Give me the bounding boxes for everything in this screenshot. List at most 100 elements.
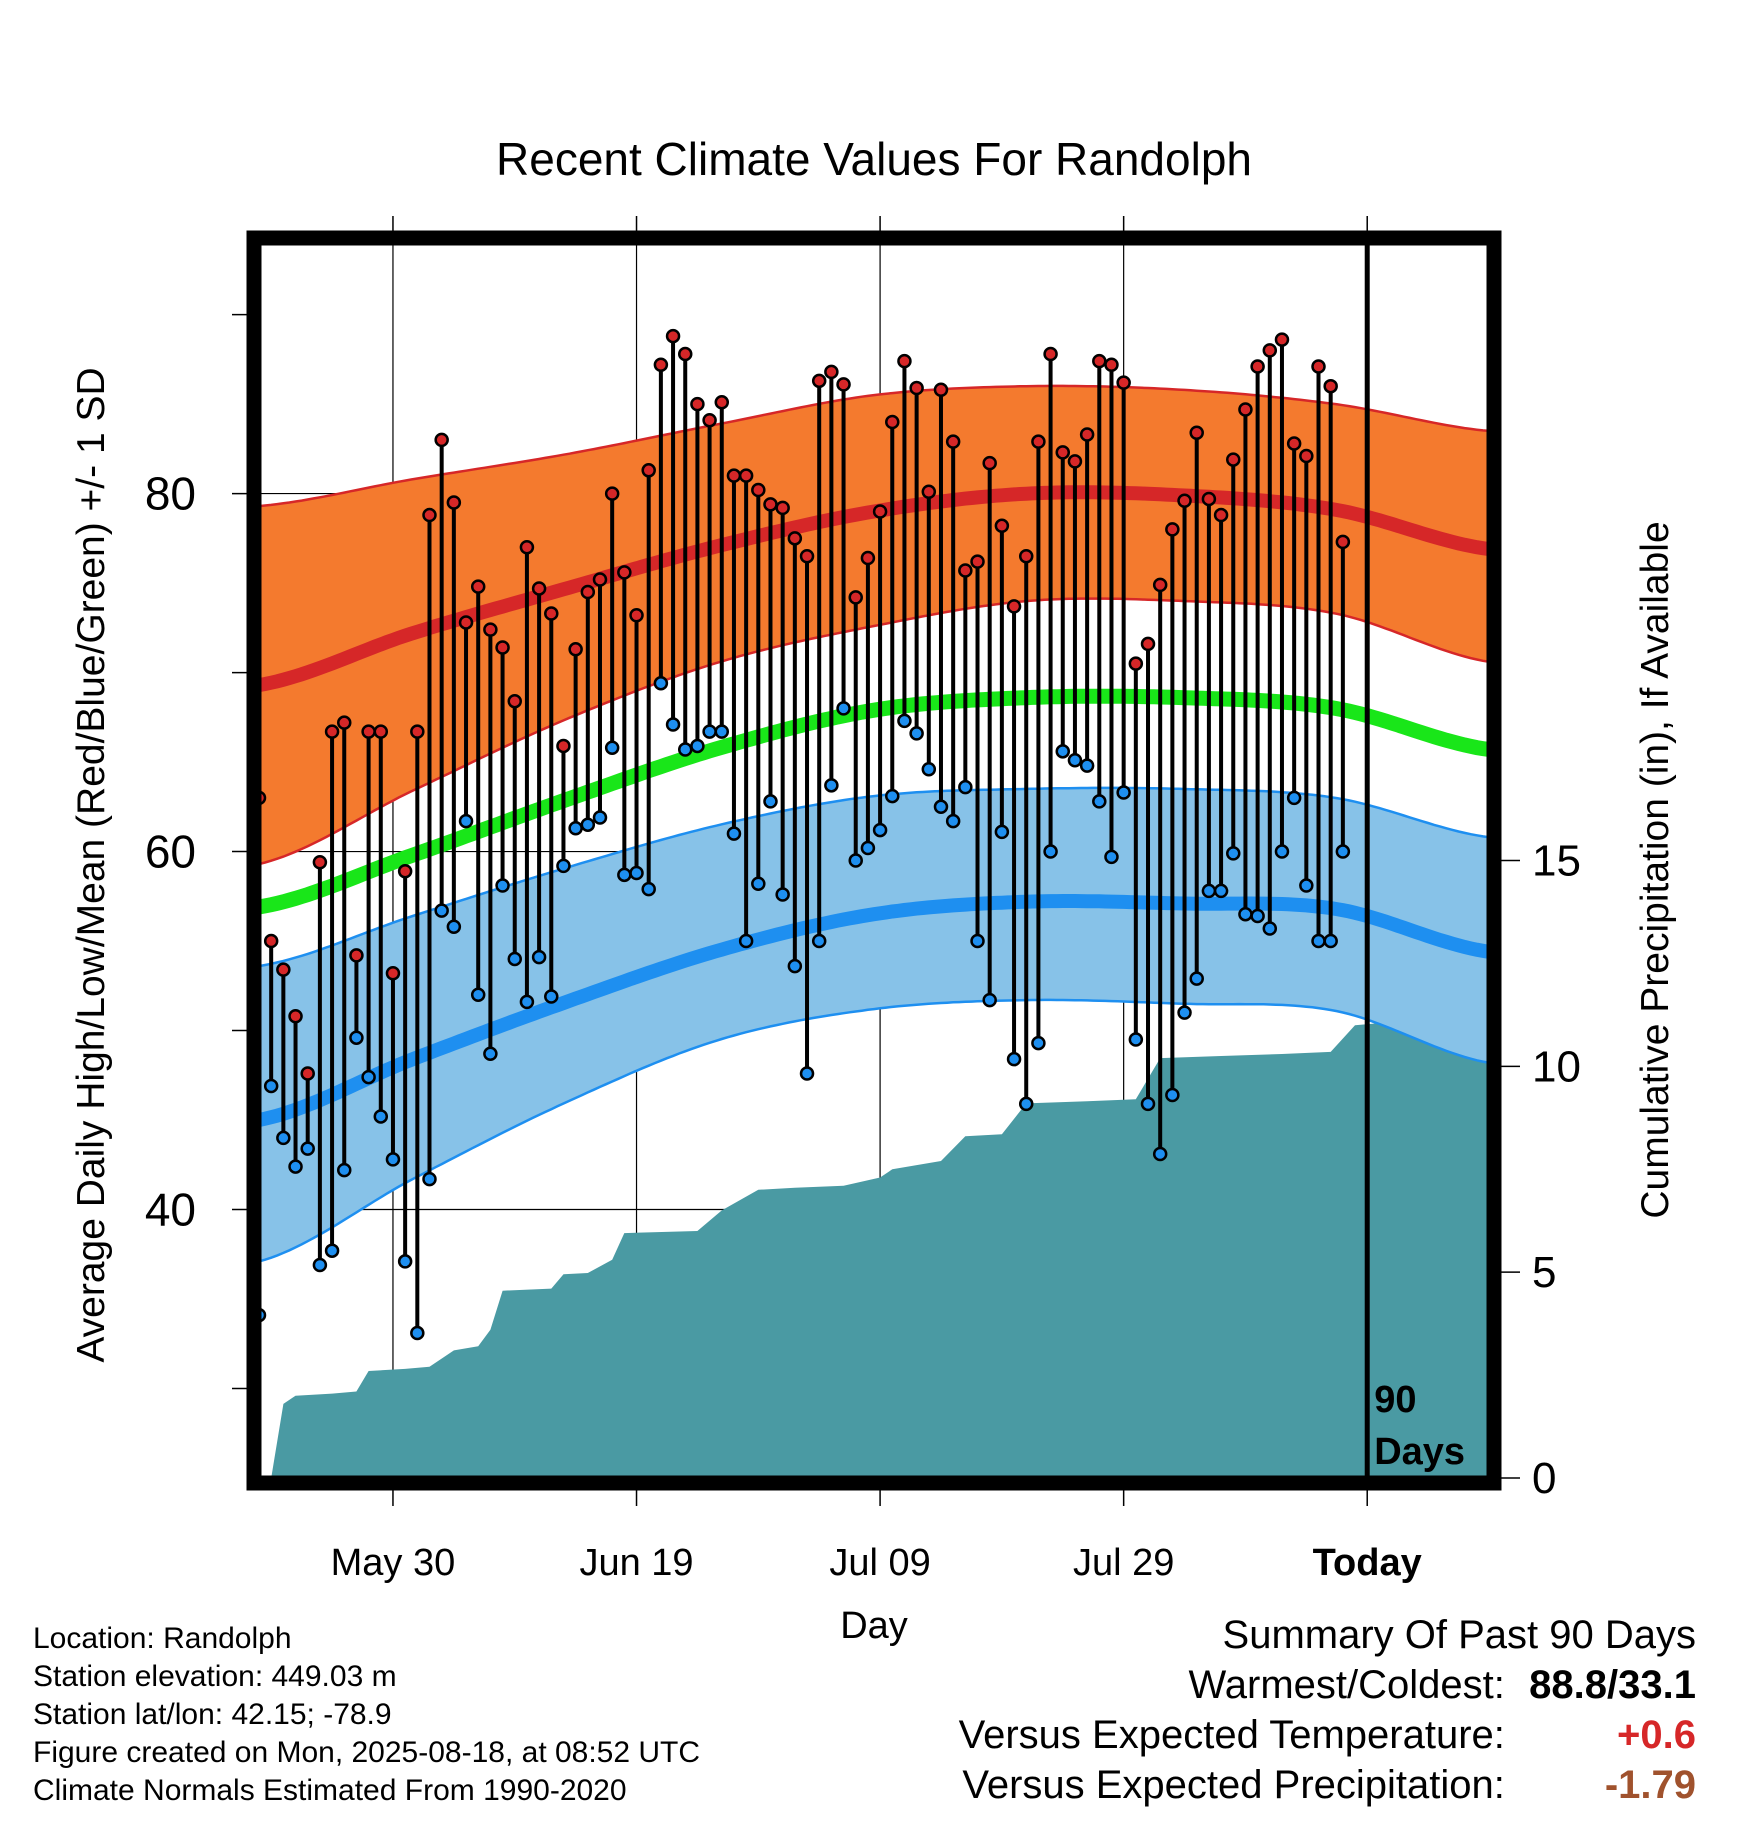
daily-high-point (641, 463, 656, 478)
daily-low-point (1165, 1087, 1180, 1103)
daily-low-point (848, 853, 863, 868)
plot-frame (246, 230, 1502, 1491)
daily-high-point (824, 364, 839, 380)
daily-low-point (958, 779, 973, 795)
daily-low-point (1213, 883, 1229, 899)
daily-low-point (1055, 744, 1071, 759)
daily-low-point (787, 958, 803, 974)
daily-low-point (653, 676, 669, 691)
daily-high-point (738, 468, 754, 483)
daily-low-point (1116, 785, 1131, 800)
daily-low-point (629, 865, 644, 881)
daily-low-point (933, 799, 949, 815)
daily-high-point (1213, 507, 1229, 523)
daily-high-point (665, 328, 681, 344)
daily-high-point (1165, 522, 1180, 537)
x-axis-label: Day (840, 1605, 908, 1647)
daily-high-point (458, 615, 474, 630)
daily-low-point (556, 858, 571, 874)
daily-high-point (1177, 493, 1192, 508)
daily-low-point (446, 919, 462, 934)
daily-high-point (276, 962, 291, 977)
daily-low-point (726, 826, 742, 841)
daily-high-point (677, 346, 693, 362)
daily-low-point (714, 724, 730, 739)
latlon-text: Station lat/lon: 42.15; -78.9 (33, 1698, 392, 1731)
daily-low-point (763, 794, 778, 809)
daily-high-point (836, 377, 851, 392)
precip-vs-expected-value: -1.79 (1604, 1763, 1696, 1807)
daily-low-point (1299, 878, 1314, 893)
daily-low-point (1128, 1032, 1144, 1047)
created-text: Figure created on Mon, 2025-08-18, at 08… (33, 1736, 701, 1769)
daily-low-point (544, 989, 559, 1004)
daily-low-point (361, 1069, 376, 1085)
daily-high-point (1140, 636, 1156, 652)
daily-high-point (970, 554, 985, 569)
daily-high-point (945, 434, 961, 449)
daily-low-point (422, 1171, 437, 1187)
daily-low-point (1018, 1096, 1034, 1112)
daily-low-point (604, 740, 620, 755)
summary-precip: Versus Expected Precipitation: -1.79 (959, 1760, 1696, 1810)
today-days-label: 90 (1374, 1379, 1416, 1421)
x-tick-label: Jul 09 (829, 1542, 930, 1584)
daily-low-point (397, 1254, 413, 1269)
daily-high-point (568, 642, 583, 657)
daily-low-point (1286, 790, 1302, 806)
daily-low-point (1031, 1035, 1046, 1051)
normal-low-line (259, 894, 1489, 1127)
y-right-tick-label: 10 (1532, 1042, 1581, 1091)
daily-high-point (1335, 534, 1351, 550)
daily-high-point (1238, 402, 1253, 417)
daily-low-point (860, 840, 876, 856)
daily-low-point (811, 933, 827, 949)
daily-high-point (361, 724, 376, 739)
daily-low-point (994, 824, 1010, 840)
daily-low-point (1274, 844, 1290, 859)
daily-low-point (495, 878, 510, 893)
daily-high-point (300, 1066, 315, 1081)
daily-high-point (787, 531, 803, 546)
daily-low-point (970, 933, 985, 949)
daily-high-point (483, 622, 498, 637)
daily-high-point (604, 486, 620, 501)
temp-vs-expected-label: Versus Expected Temperature: (958, 1713, 1505, 1757)
daily-low-point (1201, 883, 1217, 899)
daily-high-point (885, 414, 900, 430)
daily-low-point (921, 761, 937, 777)
daily-low-point (507, 951, 522, 967)
daily-low-point (288, 1159, 303, 1174)
daily-low-point (641, 881, 656, 897)
daily-high-point (373, 724, 389, 739)
daily-low-point (982, 992, 997, 1008)
daily-high-point (1104, 357, 1119, 372)
daily-high-point (1116, 375, 1131, 390)
daily-high-point (617, 565, 632, 580)
precip-vs-expected-label: Versus Expected Precipitation: (962, 1763, 1505, 1807)
daily-low-point (263, 1078, 279, 1094)
daily-high-point (1043, 346, 1058, 362)
x-tick-label: May 30 (331, 1542, 456, 1584)
daily-high-point (897, 353, 912, 369)
daily-high-point (653, 357, 669, 372)
daily-high-point (763, 497, 778, 512)
warmest-coldest-label: Warmest/Coldest: (1188, 1663, 1505, 1707)
daily-low-point (324, 1243, 340, 1258)
daily-low-point (1006, 1051, 1022, 1067)
normals-period-text: Climate Normals Estimated From 1990-2020 (33, 1774, 627, 1807)
daily-high-point (909, 380, 924, 396)
daily-high-point (982, 455, 997, 471)
daily-high-point (1079, 427, 1095, 442)
daily-high-point (702, 412, 717, 428)
daily-low-point (945, 813, 961, 829)
daily-low-point (897, 713, 912, 729)
daily-high-point (1018, 548, 1034, 564)
daily-high-point (690, 396, 705, 412)
y-axis-left-label: Average Daily High/Low/Mean (Red/Blue/Gr… (70, 367, 113, 1362)
daily-low-point (434, 903, 449, 918)
daily-low-point (470, 987, 486, 1002)
daily-low-point (385, 1152, 401, 1167)
daily-high-point (531, 581, 547, 596)
daily-low-point (1079, 758, 1095, 773)
